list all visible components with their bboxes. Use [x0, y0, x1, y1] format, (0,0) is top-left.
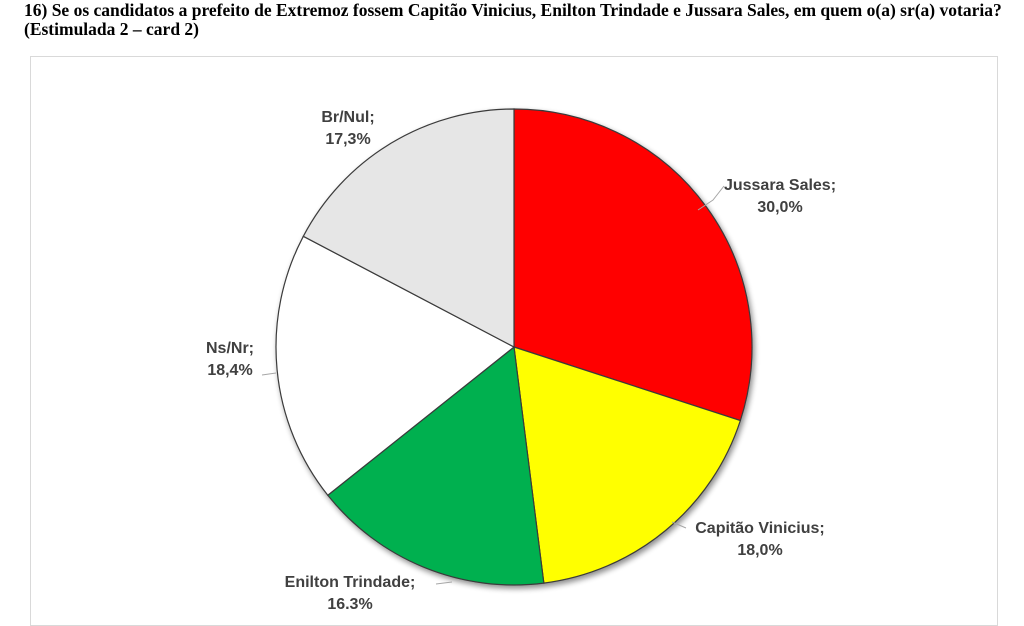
data-label-capitao-vinicius: Capitão Vinicius; 18,0%	[695, 520, 825, 559]
leader-line-enilton-trindade	[435, 581, 453, 585]
slice-name-capitao-vinicius: Capitão Vinicius;	[695, 520, 825, 537]
leader-line-capitao-vinicius	[671, 521, 687, 529]
slice-value-br-nul: 17,3%	[325, 131, 370, 148]
slice-value-ns-nr: 18,4%	[207, 362, 252, 379]
slice-value-enilton-trindade: 16,3%	[327, 596, 372, 609]
data-label-br-nul: Br/Nul; 17,3%	[321, 109, 374, 148]
slice-name-enilton-trindade: Enilton Trindade;	[285, 574, 416, 591]
slice-name-br-nul: Br/Nul;	[321, 109, 374, 126]
data-label-ns-nr: Ns/Nr; 18,4%	[206, 340, 254, 379]
slice-value-capitao-vinicius: 18,0%	[737, 542, 782, 559]
pie-slice-enilton-trindade	[326, 345, 545, 586]
question-title: 16) Se os candidatos a prefeito de Extre…	[24, 0, 1002, 39]
pie-slice-ns-nr	[275, 235, 516, 497]
pie-chart: Jussara Sales; 30,0% Capitão Vinicius; 18,0…	[206, 108, 836, 609]
pie-slice-capitao-vinicius	[513, 346, 742, 584]
pie-slice-jussara-sales	[513, 108, 753, 422]
pie-slice-br-nul	[302, 108, 515, 348]
slice-value-jussara-sales: 30,0%	[757, 199, 802, 216]
leader-line-jussara-sales	[697, 185, 725, 211]
slice-name-jussara-sales: Jussara Sales;	[724, 177, 836, 194]
data-label-jussara-sales: Jussara Sales; 30,0%	[724, 177, 836, 216]
leader-line-ns-nr	[261, 372, 277, 376]
slice-name-ns-nr: Ns/Nr;	[206, 340, 254, 357]
data-label-enilton-trindade: Enilton Trindade; 16,3%	[285, 574, 416, 609]
